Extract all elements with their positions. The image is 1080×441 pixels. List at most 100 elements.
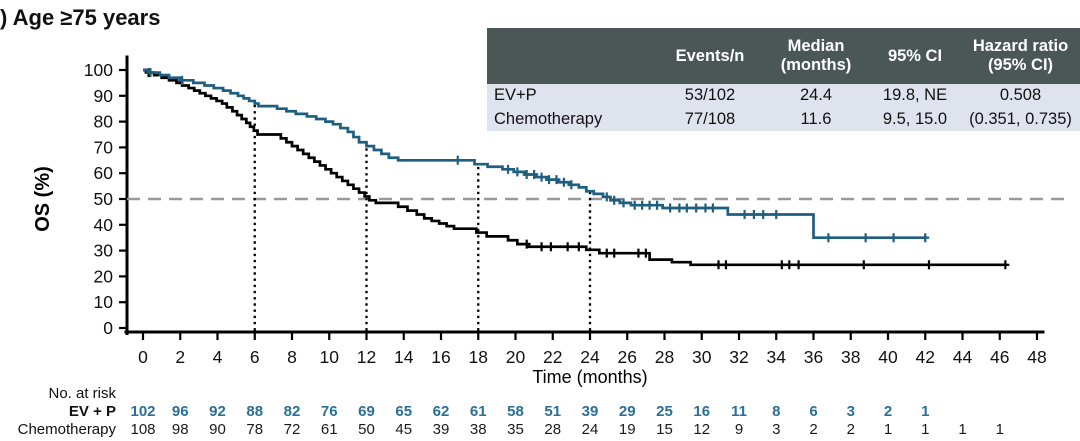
censor-mark xyxy=(522,239,531,249)
x-tick-label: 42 xyxy=(916,347,935,367)
risk-count: 51 xyxy=(544,403,561,420)
censor-mark xyxy=(634,248,643,258)
risk-count: 108 xyxy=(130,421,155,438)
risk-count: 82 xyxy=(284,403,301,420)
censor-mark xyxy=(610,195,619,205)
censor-mark xyxy=(824,233,833,243)
x-axis-title: Time (months) xyxy=(532,367,647,387)
stats-evp-median: 24.4 xyxy=(763,84,869,108)
chemotherapy-curve xyxy=(143,68,1010,270)
risk-count: 76 xyxy=(321,403,338,420)
stats-header-hr: Hazard ratio (95% CI) xyxy=(961,28,1080,84)
x-tick-label: 48 xyxy=(1027,347,1046,367)
censor-mark xyxy=(861,233,870,243)
censor-mark xyxy=(921,233,930,243)
censor-mark xyxy=(682,203,691,213)
risk-count: 2 xyxy=(809,421,817,438)
x-tick-label: 34 xyxy=(767,347,787,367)
risk-count: 102 xyxy=(130,403,155,420)
censor-mark xyxy=(701,203,710,213)
stats-header-ci: 95% CI xyxy=(869,28,961,84)
censor-mark xyxy=(772,209,781,219)
censor-mark xyxy=(545,175,554,185)
risk-count: 92 xyxy=(209,403,226,420)
risk-count: 8 xyxy=(772,403,780,420)
x-tick-label: 44 xyxy=(953,347,973,367)
censor-mark xyxy=(602,248,611,258)
x-tick-label: 28 xyxy=(655,347,674,367)
censor-mark xyxy=(740,209,749,219)
risk-count: 28 xyxy=(544,421,561,438)
risk-count: 29 xyxy=(619,403,636,420)
risk-count: 50 xyxy=(358,421,375,438)
censor-mark xyxy=(178,75,187,85)
risk-count: 39 xyxy=(433,421,450,438)
risk-count: 1 xyxy=(884,421,892,438)
risk-row-label: EV + P xyxy=(69,403,116,420)
y-tick-label: 20 xyxy=(94,266,114,286)
censor-mark xyxy=(889,233,898,243)
censor-mark xyxy=(546,242,555,252)
censor-mark xyxy=(641,248,650,258)
censor-mark xyxy=(721,260,730,270)
y-axis: 0 10 20 30 40 50 60 70 80 90 100 OS (%) xyxy=(32,55,129,338)
stats-chemo-events: 77/108 xyxy=(657,107,763,132)
y-tick-label: 90 xyxy=(94,86,114,106)
risk-count: 62 xyxy=(433,403,450,420)
y-tick-label: 50 xyxy=(94,189,114,209)
x-tick-label: 24 xyxy=(580,347,600,367)
censor-mark xyxy=(619,198,628,208)
risk-count: 9 xyxy=(735,421,743,438)
censor-mark xyxy=(1001,260,1010,270)
x-tick-label: 46 xyxy=(990,347,1009,367)
risk-count: 15 xyxy=(656,421,673,438)
censor-mark xyxy=(666,203,675,213)
x-tick-label: 2 xyxy=(175,347,185,367)
stats-header-events: Events/n xyxy=(657,28,763,84)
x-tick-label: 18 xyxy=(469,347,488,367)
risk-count: 11 xyxy=(731,403,747,420)
x-tick-label: 40 xyxy=(878,347,898,367)
x-tick-label: 22 xyxy=(543,347,562,367)
risk-count: 2 xyxy=(847,421,855,438)
x-tick-label: 14 xyxy=(394,347,414,367)
risk-count: 45 xyxy=(395,421,412,438)
risk-count: 35 xyxy=(507,421,524,438)
censor-mark xyxy=(794,260,803,270)
censor-mark xyxy=(777,260,786,270)
stats-chemo-label: Chemotherapy xyxy=(487,107,657,132)
stats-header-median: Median (months) xyxy=(763,28,869,84)
y-tick-label: 60 xyxy=(94,163,114,183)
censor-mark xyxy=(513,167,522,177)
censor-mark xyxy=(504,164,513,174)
censor-mark xyxy=(638,200,647,210)
censor-mark xyxy=(785,260,794,270)
risk-count: 88 xyxy=(246,403,263,420)
stats-evp-ci: 19.8, NE xyxy=(869,84,961,108)
censor-mark xyxy=(675,203,684,213)
risk-count: 3 xyxy=(847,403,855,420)
x-tick-label: 12 xyxy=(357,347,376,367)
risk-count: 3 xyxy=(772,421,780,438)
y-tick-label: 0 xyxy=(103,318,113,338)
stats-chemo-hr: (0.351, 0.735) xyxy=(961,107,1080,132)
stats-chemo-ci: 9.5, 15.0 xyxy=(869,107,961,132)
risk-count: 1 xyxy=(996,421,1004,438)
risk-count: 25 xyxy=(656,403,673,420)
censor-mark xyxy=(559,177,568,187)
risk-count: 12 xyxy=(693,421,710,438)
risk-count: 1 xyxy=(921,421,929,438)
risk-count: 61 xyxy=(321,421,338,438)
stats-row-evp: EV+P 53/102 24.4 19.8, NE 0.508 xyxy=(487,84,1080,108)
risk-count: 90 xyxy=(209,421,226,438)
risk-count: 16 xyxy=(693,403,710,420)
censor-mark xyxy=(453,155,462,165)
risk-count: 24 xyxy=(582,421,599,438)
landmark-lines xyxy=(253,103,592,331)
x-tick-label: 16 xyxy=(431,347,450,367)
stats-evp-hr: 0.508 xyxy=(961,84,1080,108)
stats-row-chemo: Chemotherapy 77/108 11.6 9.5, 15.0 (0.35… xyxy=(487,107,1080,132)
censor-mark xyxy=(552,175,561,185)
